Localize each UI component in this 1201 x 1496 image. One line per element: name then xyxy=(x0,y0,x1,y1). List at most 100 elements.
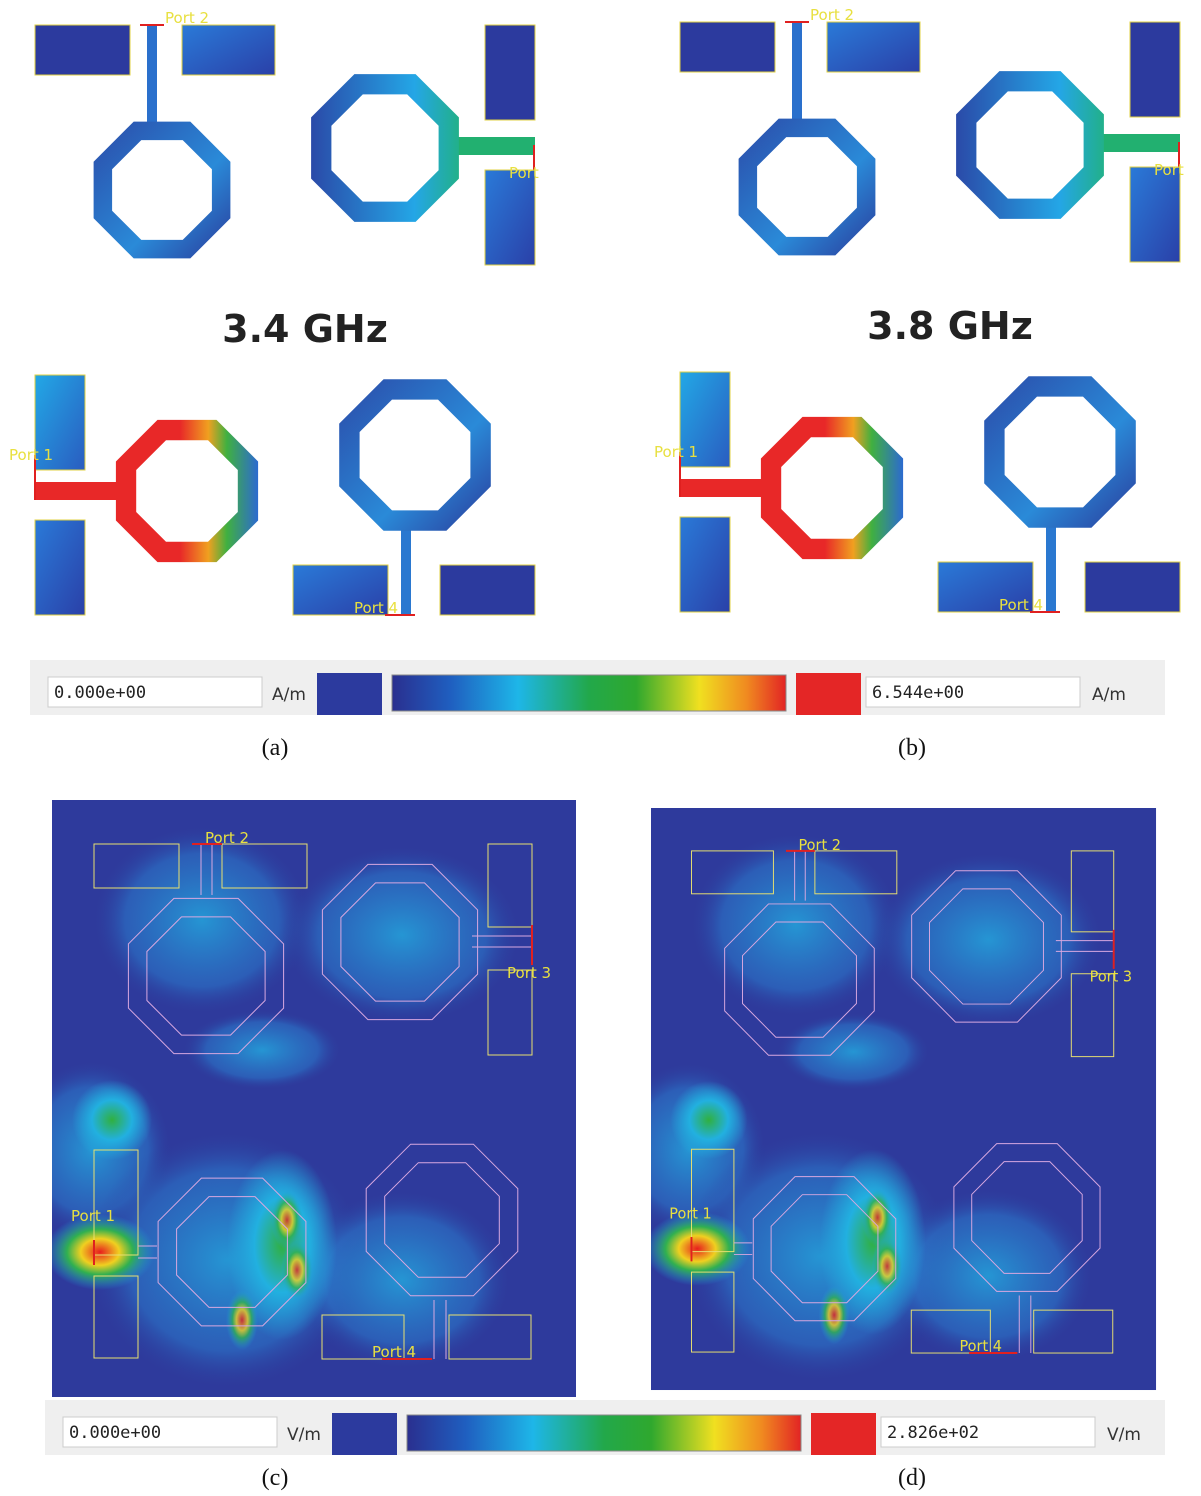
ring-outline xyxy=(176,1196,288,1308)
field-region xyxy=(872,851,1105,1028)
gradient-bar xyxy=(406,1414,802,1452)
pad-outline xyxy=(93,843,180,889)
colorbar: 0.000e+00 A/m 6.544e+00 A/m xyxy=(30,660,1165,715)
gradient-bar xyxy=(391,674,787,712)
port-label: Port 2 xyxy=(810,6,854,24)
panel-caption: (a) xyxy=(262,735,289,761)
unit-label: V/m xyxy=(287,1425,321,1445)
pad xyxy=(484,169,536,266)
port-label: Port 3 xyxy=(507,964,551,982)
pad-outline xyxy=(1070,850,1115,933)
ring xyxy=(93,121,231,259)
ring xyxy=(956,71,1104,219)
port-label: Port 1 xyxy=(654,443,698,461)
field-hotspot xyxy=(271,1190,303,1250)
pad-outline xyxy=(93,1149,139,1256)
port-marker xyxy=(93,843,533,1360)
ring-outline xyxy=(321,863,479,1021)
ring-outline xyxy=(127,897,285,1055)
panel-content: Port 2 Port 3 Port 1 Port 4 xyxy=(654,6,1198,614)
pad xyxy=(34,519,86,616)
pad-outline xyxy=(691,1148,735,1253)
ring xyxy=(339,379,491,531)
min-value: 0.000e+00 xyxy=(54,683,146,703)
panel-content: Port 2 Port 3 Port 1 Port 4 xyxy=(52,800,576,1397)
min-swatch xyxy=(332,1413,397,1455)
pad-outline xyxy=(487,969,533,1056)
pad xyxy=(181,24,276,76)
port-label: Port 1 xyxy=(9,446,53,464)
port-label: Port 4 xyxy=(959,1339,1001,1355)
panel-content: Port 2 Port 3 Port 1 Port 4 xyxy=(9,9,540,617)
port-label: Port 2 xyxy=(798,838,840,854)
pad xyxy=(1084,561,1181,613)
pad-outline xyxy=(1070,973,1115,1058)
unit-label: V/m xyxy=(1107,1425,1141,1445)
pad-outline xyxy=(691,1271,735,1353)
frequency-label: 3.8 GHz xyxy=(867,304,1033,348)
ring xyxy=(984,376,1136,528)
pad-outline xyxy=(448,1314,532,1360)
max-field xyxy=(865,676,1081,708)
ring-outline xyxy=(971,1161,1083,1274)
max-swatch xyxy=(796,673,861,715)
ring-outline xyxy=(340,882,460,1002)
ring-outline xyxy=(384,1162,500,1278)
field-hotspot xyxy=(281,1240,313,1300)
field-hotspot xyxy=(226,1290,258,1350)
field-region xyxy=(282,845,522,1025)
pad-outline xyxy=(487,843,533,928)
port-label: Port 2 xyxy=(165,9,209,27)
pad xyxy=(1129,21,1181,118)
port-label: Port 2 xyxy=(205,829,249,847)
ring-outline xyxy=(157,1177,307,1327)
max-value: 6.544e+00 xyxy=(872,683,964,703)
field-hotspot xyxy=(871,1237,903,1296)
max-swatch xyxy=(811,1413,876,1455)
min-field xyxy=(62,1416,278,1448)
port-label: Port 3 xyxy=(1154,161,1198,179)
port-label: Port 3 xyxy=(1090,969,1132,985)
pad-outline xyxy=(1033,1309,1114,1354)
pad-outline xyxy=(93,1275,139,1359)
ring-outline xyxy=(752,1176,897,1322)
pad xyxy=(826,21,921,73)
current-panel: Port 2 Port 3 Port 1 Port 4 3.4 GHz xyxy=(9,9,540,617)
port-label: Port 4 xyxy=(999,596,1043,614)
pad-outline xyxy=(321,1314,405,1360)
ring xyxy=(115,419,259,563)
ring-outline xyxy=(929,888,1044,1005)
field-region xyxy=(292,1190,512,1370)
pad xyxy=(679,371,731,468)
pad xyxy=(439,564,536,616)
pad xyxy=(679,21,776,73)
ring-outline xyxy=(724,903,875,1056)
field-region xyxy=(882,1188,1095,1364)
unit-label: A/m xyxy=(1092,685,1126,705)
field-hotspot xyxy=(52,1214,155,1290)
feed xyxy=(1095,134,1180,152)
pad xyxy=(292,564,389,616)
pad xyxy=(937,561,1034,613)
min-swatch xyxy=(317,673,382,715)
unit-label: A/m xyxy=(272,685,306,705)
ring-outline xyxy=(911,870,1062,1023)
pad-outline xyxy=(691,850,774,895)
field-panel: Port 2 Port 3 Port 1 Port 4 xyxy=(52,800,576,1397)
pad xyxy=(484,24,536,121)
ring xyxy=(738,118,876,256)
min-value: 0.000e+00 xyxy=(69,1423,161,1443)
port-marker xyxy=(690,849,1115,1355)
pad xyxy=(34,24,131,76)
feed xyxy=(147,25,157,125)
field-region xyxy=(182,1010,342,1090)
max-value: 2.826e+02 xyxy=(887,1423,979,1443)
feed xyxy=(792,22,802,122)
panel-caption: (d) xyxy=(898,1465,926,1491)
feed xyxy=(401,515,411,615)
port-label: Port 4 xyxy=(372,1343,416,1361)
field-region xyxy=(689,832,902,1018)
field-panel: Port 2 Port 3 Port 1 Port 4 xyxy=(651,808,1157,1391)
